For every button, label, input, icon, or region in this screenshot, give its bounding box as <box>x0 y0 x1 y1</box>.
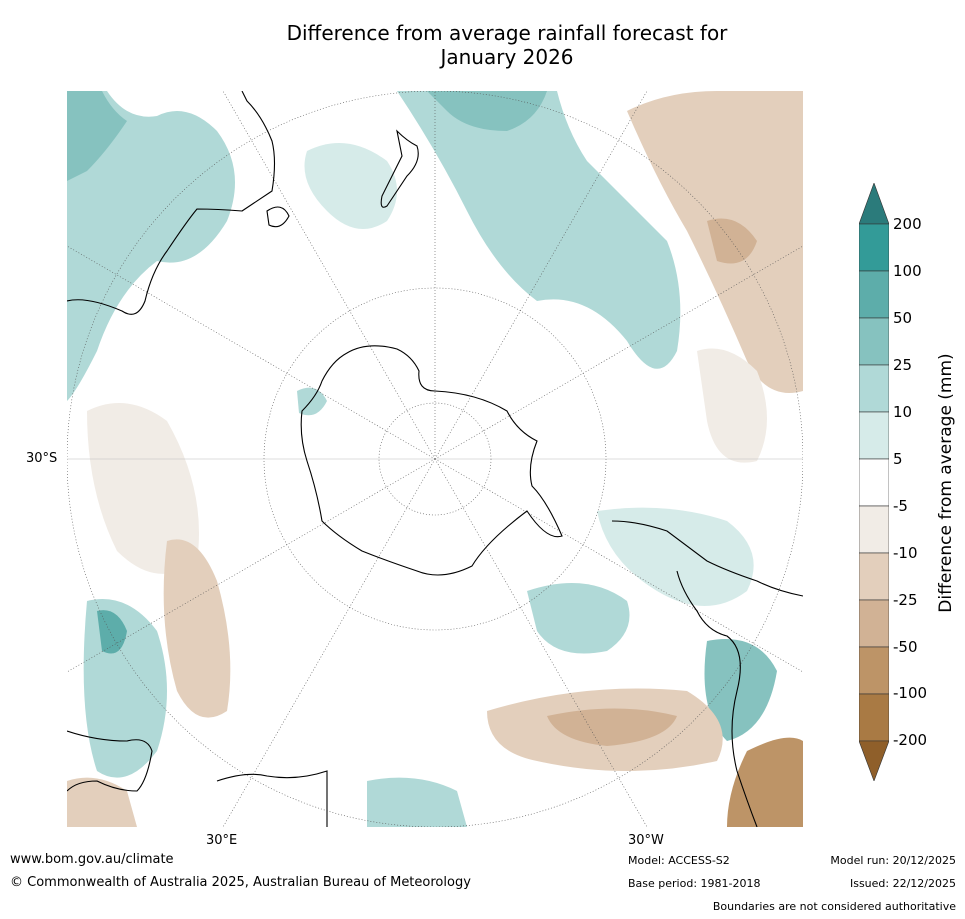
wet-area-nz <box>304 143 397 229</box>
website-link[interactable]: www.bom.gov.au/climate <box>10 852 174 867</box>
colorbar-tick: -5 <box>893 497 908 515</box>
colorbar-tick: 100 <box>893 262 922 280</box>
colorbar-bin-5-10 <box>858 411 890 460</box>
colorbar-tick: -50 <box>893 638 918 656</box>
issued-date: Issued: 22/12/2025 <box>849 877 956 890</box>
dry-anomaly-areas <box>67 91 803 827</box>
colorbar-bin-50-100 <box>858 270 890 319</box>
colorbar-title: Difference from average (mm) <box>936 353 956 613</box>
rainfall-map <box>67 91 803 827</box>
colorbar-bin-neg5-neg10 <box>858 505 890 554</box>
wet-area-southeast <box>704 639 777 741</box>
graticule <box>67 91 803 827</box>
title-line-2: January 2026 <box>440 45 574 69</box>
lat-label-30s: 30°S <box>26 451 58 466</box>
australia-coastline <box>67 91 276 315</box>
colorbar-extend-top <box>858 182 890 225</box>
wet-area-northwest-core <box>67 91 127 181</box>
lon-label-30w: 30°W <box>628 833 664 848</box>
colorbar-bin-neg10-neg25 <box>858 552 890 601</box>
dry-area-southeast <box>727 737 803 827</box>
colorbar-bin-25-50 <box>858 317 890 366</box>
colorbar-tick: -100 <box>893 684 928 702</box>
colorbar-tick: -25 <box>893 591 918 609</box>
copyright-text: © Commonwealth of Australia 2025, Austra… <box>10 875 471 890</box>
colorbar-extend-bottom <box>858 740 890 782</box>
title-line-1: Difference from average rainfall forecas… <box>286 21 728 45</box>
new-zealand-coastline <box>380 129 419 208</box>
wet-anomaly-areas <box>67 91 777 827</box>
antarctica-landmass <box>300 345 563 576</box>
africa-coastline <box>67 730 328 827</box>
wet-area-south <box>367 777 467 827</box>
model-run-date: Model run: 20/12/2025 <box>830 854 956 867</box>
colorbar-tick: 25 <box>893 356 913 374</box>
wet-area-southwest <box>83 599 167 778</box>
dry-area-east-light <box>697 348 767 463</box>
colorbar-bin-neg100-neg200 <box>858 693 890 742</box>
colorbar-tick: 10 <box>893 403 913 421</box>
colorbar-bin-10-25 <box>858 364 890 413</box>
dry-area-west <box>87 403 199 574</box>
colorbar-tick: 50 <box>893 309 913 327</box>
coastlines <box>67 91 803 827</box>
base-period: Base period: 1981-2018 <box>628 877 761 890</box>
model-name: Model: ACCESS-S2 <box>628 854 730 867</box>
tasmania-coastline <box>266 206 290 228</box>
wet-area-north-core <box>427 91 547 131</box>
colorbar-tick: 200 <box>893 215 922 233</box>
south-america-coastline <box>611 520 803 827</box>
wet-area-atlantic <box>597 507 754 606</box>
dry-area-southwest-corner <box>67 777 137 827</box>
wet-area-north <box>397 91 681 369</box>
colorbar-tick: 5 <box>893 450 903 468</box>
dry-area-east-core <box>707 218 757 264</box>
colorbar-bin-neg25-neg50 <box>858 599 890 648</box>
dry-area-southwest <box>163 539 231 718</box>
map-title: Difference from average rainfall forecas… <box>0 21 965 69</box>
dry-area-south-pacific-core <box>547 708 677 746</box>
colorbar-tick: -10 <box>893 544 918 562</box>
boundaries-disclaimer: Boundaries are not considered authoritat… <box>712 900 956 913</box>
colorbar-tick: -200 <box>893 731 928 749</box>
colorbar-bin-100-200 <box>858 223 890 272</box>
wet-area-south-atlantic <box>527 583 630 654</box>
lon-label-30e: 30°E <box>206 833 238 848</box>
colorbar <box>858 182 890 782</box>
colorbar-bin-neutral <box>858 458 890 507</box>
wet-area-northwest <box>67 91 235 401</box>
colorbar-bin-neg50-neg100 <box>858 646 890 695</box>
